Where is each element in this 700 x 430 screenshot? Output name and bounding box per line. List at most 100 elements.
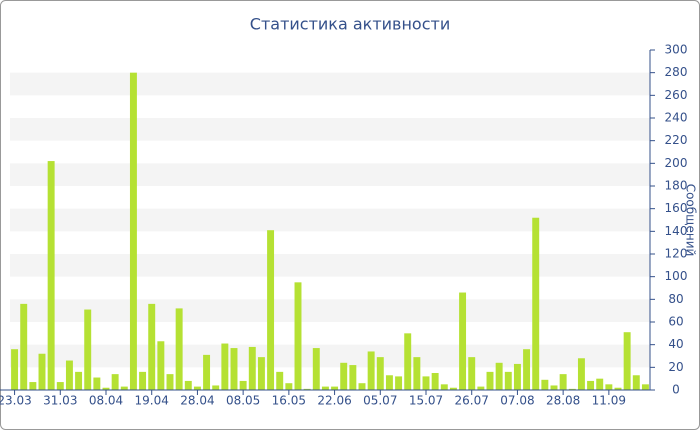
bar bbox=[459, 292, 467, 390]
bar bbox=[120, 386, 128, 390]
x-tick-label: 31.03 bbox=[43, 394, 77, 408]
bar bbox=[212, 385, 220, 390]
x-tick-label: 28.04 bbox=[180, 394, 214, 408]
bar bbox=[349, 365, 357, 390]
bar bbox=[449, 387, 457, 390]
y-tick-label: 100 bbox=[665, 269, 688, 283]
bar bbox=[367, 351, 375, 390]
bar bbox=[20, 303, 28, 390]
y-tick-label: 240 bbox=[665, 111, 688, 125]
bar bbox=[321, 386, 329, 390]
bar bbox=[175, 308, 183, 390]
x-tick-label: 22.06 bbox=[317, 394, 351, 408]
bar bbox=[248, 346, 256, 390]
bar bbox=[257, 357, 265, 390]
bar bbox=[148, 303, 156, 390]
bar bbox=[395, 376, 403, 390]
grid-band bbox=[10, 72, 650, 96]
y-tick-label: 20 bbox=[668, 360, 683, 374]
x-tick-label: 11.09 bbox=[592, 394, 626, 408]
grid-band bbox=[10, 299, 650, 322]
bar bbox=[157, 341, 165, 390]
bar bbox=[495, 362, 503, 390]
bar bbox=[541, 379, 549, 390]
bar bbox=[587, 380, 595, 390]
y-tick-label: 300 bbox=[665, 43, 688, 57]
bar bbox=[203, 354, 211, 390]
bar bbox=[56, 382, 64, 390]
x-tick-label: 28.08 bbox=[546, 394, 580, 408]
bar bbox=[47, 161, 55, 390]
y-tick-label: 0 bbox=[672, 383, 680, 397]
grid-band bbox=[10, 163, 650, 186]
y-tick-label: 120 bbox=[665, 247, 688, 261]
bar bbox=[431, 373, 439, 390]
bar bbox=[193, 386, 201, 390]
bar bbox=[568, 388, 576, 390]
bar bbox=[340, 362, 348, 390]
y-tick-label: 60 bbox=[668, 315, 683, 329]
chart-title: Статистика активности bbox=[250, 15, 450, 34]
grid-band bbox=[10, 118, 650, 141]
bar bbox=[166, 374, 174, 390]
bar bbox=[596, 378, 604, 390]
bar bbox=[605, 384, 613, 390]
y-tick-label: 200 bbox=[665, 156, 688, 170]
bar bbox=[486, 371, 494, 390]
bar bbox=[550, 385, 558, 390]
bar bbox=[312, 348, 320, 390]
bar bbox=[129, 72, 137, 391]
bar bbox=[29, 382, 37, 390]
x-tick-label: 15.07 bbox=[409, 394, 443, 408]
bar bbox=[285, 383, 293, 390]
bar bbox=[303, 388, 311, 390]
x-tick-label: 05.07 bbox=[363, 394, 397, 408]
x-tick-label: 08.04 bbox=[89, 394, 123, 408]
grid-band bbox=[10, 254, 650, 277]
bar bbox=[230, 348, 238, 390]
bar bbox=[385, 375, 393, 390]
bar bbox=[65, 360, 73, 390]
x-tick-label: 08.05 bbox=[226, 394, 260, 408]
y-tick-label: 80 bbox=[668, 292, 683, 306]
x-tick-label: 26.07 bbox=[455, 394, 489, 408]
bar bbox=[559, 374, 567, 390]
bar bbox=[641, 384, 649, 390]
bar bbox=[577, 358, 585, 390]
x-tick-label: 07.08 bbox=[500, 394, 534, 408]
bar bbox=[111, 374, 119, 390]
bar bbox=[11, 349, 19, 390]
bar bbox=[404, 333, 412, 390]
bar bbox=[413, 357, 421, 390]
bar bbox=[504, 371, 512, 390]
bar bbox=[184, 380, 192, 390]
y-tick-label: 260 bbox=[665, 88, 688, 102]
bar bbox=[139, 371, 147, 390]
y-tick-label: 280 bbox=[665, 65, 688, 79]
bar bbox=[614, 387, 622, 390]
bar bbox=[532, 217, 540, 390]
bar bbox=[84, 309, 92, 390]
bar bbox=[221, 343, 229, 390]
bar bbox=[358, 383, 366, 390]
bar bbox=[294, 282, 302, 390]
bar bbox=[422, 376, 430, 390]
y-tick-label: 160 bbox=[665, 201, 688, 215]
y-tick-label: 180 bbox=[665, 179, 688, 193]
bar bbox=[93, 377, 101, 390]
bar bbox=[632, 375, 640, 390]
x-tick-label: 16.05 bbox=[272, 394, 306, 408]
x-tick-label: 19.04 bbox=[135, 394, 169, 408]
bar bbox=[623, 332, 631, 390]
bar bbox=[276, 371, 284, 390]
bar bbox=[102, 387, 110, 390]
bar bbox=[523, 349, 531, 390]
bar bbox=[440, 384, 448, 390]
y-tick-label: 140 bbox=[665, 224, 688, 238]
bar bbox=[75, 371, 83, 390]
bar bbox=[38, 353, 46, 390]
grid-band bbox=[10, 344, 650, 368]
bar bbox=[331, 386, 339, 390]
x-tick-label: 23.03 bbox=[0, 394, 32, 408]
y-tick-label: 220 bbox=[665, 133, 688, 147]
